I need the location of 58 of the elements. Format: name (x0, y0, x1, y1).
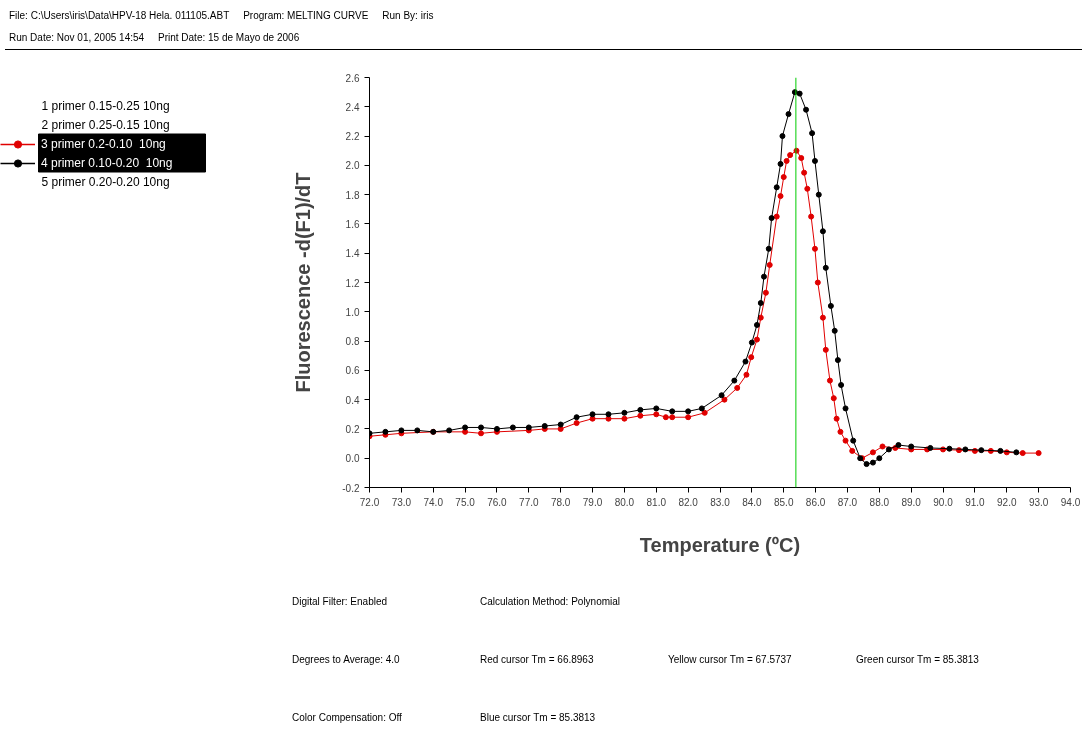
text: Run Date: Nov 01, 2005 14:54 (9, 32, 145, 43)
x-tick-label: 87.0 (837, 496, 858, 508)
text: Yellow cursor Tm = 67.5737 (668, 653, 793, 667)
x-tick-label: 72.0 (359, 496, 380, 508)
legend-label: 4 primer 0.10-0.20 10ng (41, 155, 173, 172)
x-tick-label: 85.0 (774, 496, 794, 508)
text: Program: MELTING CURVE (243, 10, 369, 21)
y-axis-title: Fluorescence -d(F1)/dT (292, 172, 315, 393)
x-tick-label: 84.0 (742, 496, 763, 508)
x-tick-label: 80.0 (614, 496, 635, 508)
x-tick-label: 92.0 (997, 496, 1017, 508)
text: Red cursor Tm = 66.8963 (480, 653, 595, 667)
x-tick-label: 93.0 (1028, 496, 1049, 508)
y-tick-label: 2.0 (345, 160, 360, 172)
y-tick-label: 0.0 (345, 453, 360, 465)
y-tick-label: 2.4 (345, 101, 360, 113)
y-tick-label: 1.4 (345, 248, 360, 260)
text: Blue cursor Tm = 85.3813 (480, 711, 597, 725)
x-tick-label: 74.0 (423, 496, 444, 508)
x-tick-label: 91.0 (965, 496, 986, 508)
x-tick-label: 90.0 (933, 496, 954, 508)
y-tick-label: 0.4 (345, 394, 360, 406)
x-tick-label: 88.0 (869, 496, 890, 508)
y-tick-label: 0.2 (345, 423, 360, 435)
x-tick-label: 89.0 (901, 496, 922, 508)
x-tick-label: 75.0 (455, 496, 476, 508)
text: Color Compensation: Off (292, 711, 403, 725)
y-tick-label: 1.0 (345, 306, 360, 318)
x-tick-label: 82.0 (678, 496, 699, 508)
y-tick-label: 2.2 (345, 131, 360, 143)
text: 1 primer 0.15-0.25 10ng (41, 98, 170, 113)
text: Green cursor Tm = 85.3813 (856, 653, 980, 667)
x-tick-label: 86.0 (805, 496, 826, 508)
x-tick-label: 83.0 (710, 496, 731, 508)
y-tick-label: 1.6 (345, 218, 360, 230)
x-tick-label: 73.0 (391, 496, 412, 508)
x-tick-label: 78.0 (550, 496, 571, 508)
x-tick-label: 77.0 (519, 496, 539, 508)
x-axis-title: Temperature (ºC) (639, 533, 801, 556)
y-tick-label: 1.2 (345, 277, 360, 289)
x-tick-label: 81.0 (646, 496, 667, 508)
text: Run By: iris (382, 10, 434, 21)
y-tick-label: -0.2 (342, 482, 360, 494)
x-tick-label: 94.0 (1060, 496, 1081, 508)
y-tick-label: 0.6 (345, 365, 360, 377)
text: File: C:\Users\iris\Data\HPV-18 Hela. 011105.ABT (9, 10, 230, 21)
text: Digital Filter: Enabled (292, 595, 389, 609)
y-tick-label: 0.8 (345, 336, 360, 348)
y-tick-label: 2.6 (345, 72, 360, 84)
text: Degrees to Average: 4.0 (292, 653, 401, 667)
x-tick-label: 79.0 (582, 496, 603, 508)
y-tick-label: 1.8 (345, 189, 360, 201)
text: 2 primer 0.25-0.15 10ng (41, 117, 170, 132)
legend-label: 3 primer 0.2-0.10 10ng (41, 136, 166, 153)
x-tick-label: 76.0 (487, 496, 508, 508)
text: 5 primer 0.20-0.20 10ng (41, 174, 170, 189)
text: Print Date: 15 de Mayo de 2006 (158, 32, 300, 43)
text: Calculation Method: Polynomial (480, 595, 622, 609)
